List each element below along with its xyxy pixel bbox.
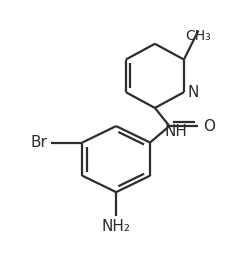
Text: NH₂: NH₂ xyxy=(102,219,131,234)
Text: Br: Br xyxy=(30,135,47,150)
Text: N: N xyxy=(188,85,199,100)
Text: O: O xyxy=(203,118,215,134)
Text: NH: NH xyxy=(165,124,188,139)
Text: CH₃: CH₃ xyxy=(186,29,211,43)
